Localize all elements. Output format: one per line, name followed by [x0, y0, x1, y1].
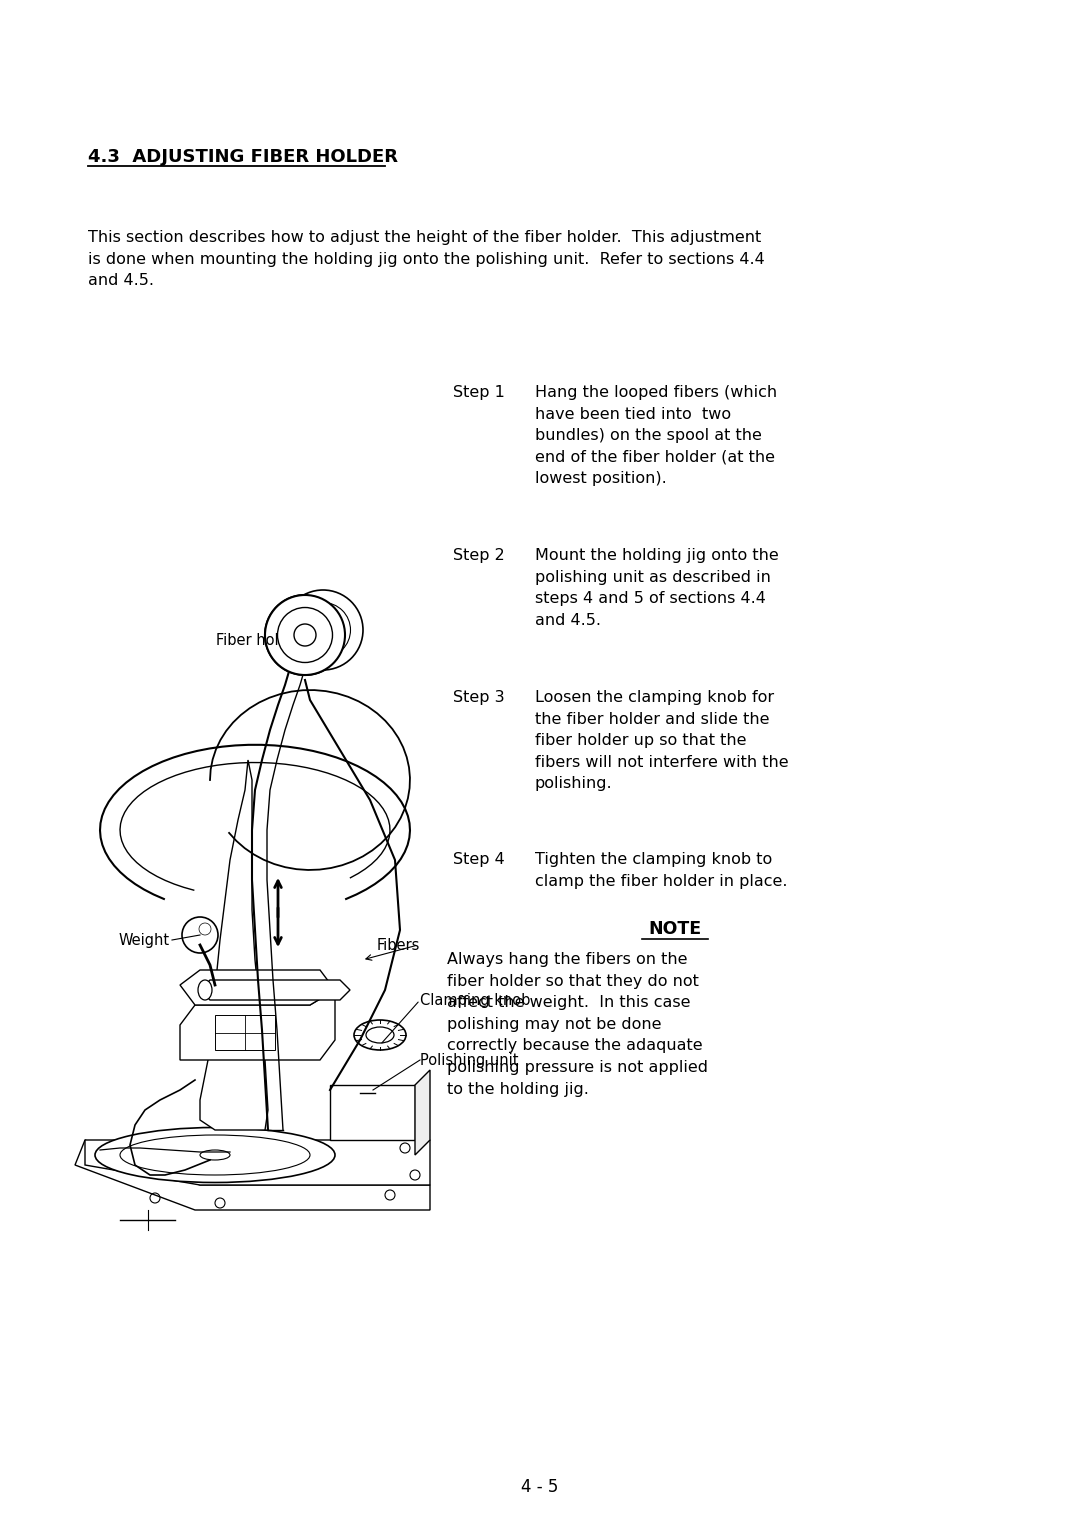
Text: Always hang the fibers on the
fiber holder so that they do not
affect the weight: Always hang the fibers on the fiber hold…: [447, 952, 708, 1097]
Circle shape: [300, 630, 310, 640]
Ellipse shape: [265, 594, 345, 675]
Text: Fiber holder: Fiber holder: [216, 633, 303, 648]
Ellipse shape: [200, 1151, 230, 1160]
Text: This section describes how to adjust the height of the fiber holder.  This adjus: This section describes how to adjust the…: [87, 231, 765, 289]
Text: 4 - 5: 4 - 5: [522, 1478, 558, 1496]
Ellipse shape: [294, 623, 316, 646]
Polygon shape: [85, 1140, 430, 1186]
Ellipse shape: [278, 608, 333, 663]
Ellipse shape: [198, 979, 212, 999]
Polygon shape: [180, 970, 335, 1005]
Ellipse shape: [283, 590, 363, 669]
Polygon shape: [330, 1085, 415, 1140]
Ellipse shape: [265, 594, 345, 675]
Polygon shape: [200, 979, 350, 999]
Text: Step 2: Step 2: [453, 549, 504, 562]
Text: NOTE: NOTE: [648, 920, 702, 938]
Text: Step 4: Step 4: [453, 853, 504, 866]
Text: Mount the holding jig onto the
polishing unit as described in
steps 4 and 5 of s: Mount the holding jig onto the polishing…: [535, 549, 779, 628]
Text: Weight: Weight: [119, 932, 170, 947]
Ellipse shape: [120, 1135, 310, 1175]
Text: Step 3: Step 3: [453, 691, 504, 704]
Polygon shape: [180, 990, 335, 1060]
Polygon shape: [75, 1140, 430, 1210]
Text: Tighten the clamping knob to
clamp the fiber holder in place.: Tighten the clamping knob to clamp the f…: [535, 853, 787, 889]
Text: Hang the looped fibers (which
have been tied into  two
bundles) on the spool at : Hang the looped fibers (which have been …: [535, 385, 778, 486]
Text: 4.3  ADJUSTING FIBER HOLDER: 4.3 ADJUSTING FIBER HOLDER: [87, 148, 399, 167]
Text: Polishing unit: Polishing unit: [420, 1053, 518, 1068]
Circle shape: [199, 923, 211, 935]
Text: Clamping knob: Clamping knob: [420, 993, 530, 1007]
Text: Fibers: Fibers: [377, 938, 420, 952]
Ellipse shape: [278, 608, 333, 663]
Polygon shape: [415, 1070, 430, 1155]
Polygon shape: [215, 1015, 275, 1050]
Text: Step 1: Step 1: [453, 385, 504, 400]
Circle shape: [183, 917, 218, 953]
Text: Loosen the clamping knob for
the fiber holder and slide the
fiber holder up so t: Loosen the clamping knob for the fiber h…: [535, 691, 788, 792]
Ellipse shape: [95, 1128, 335, 1183]
Polygon shape: [200, 759, 268, 1131]
Ellipse shape: [354, 1021, 406, 1050]
Ellipse shape: [366, 1027, 394, 1044]
Ellipse shape: [296, 602, 351, 657]
Ellipse shape: [294, 623, 316, 646]
